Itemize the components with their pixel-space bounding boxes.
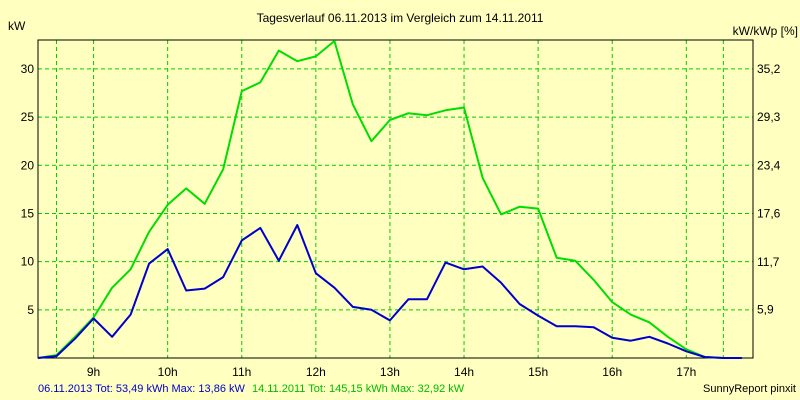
y-tick-label-right: 5,9 [757, 303, 774, 317]
x-tick-label: 15h [528, 365, 548, 379]
y-tick-label-left: 25 [21, 110, 35, 124]
y-tick-label-left: 20 [21, 158, 35, 172]
legend-series-2011: 14.11.2011 Tot: 145,15 kWh Max: 32,92 kW [252, 383, 465, 395]
legend-footer: 06.11.2013 Tot: 53,49 kWh Max: 13,86 kW … [38, 383, 465, 395]
y-tick-label-left: 15 [21, 206, 35, 220]
grid [38, 40, 753, 358]
series-line-14-11-2011 [37, 40, 742, 359]
series-line-06-11-2013 [37, 224, 742, 359]
x-tick-label: 17h [676, 365, 696, 379]
plot-frame [37, 39, 754, 359]
x-tick-label: 16h [602, 365, 622, 379]
x-tick-label: 9h [87, 365, 100, 379]
y-tick-label-right: 29,3 [757, 110, 781, 124]
credit-text: SunnyReport pinxit [703, 383, 796, 395]
series-layer [37, 40, 742, 359]
y-tick-label-right: 17,6 [757, 206, 781, 220]
right-axis-label: kW/kWp [%] [733, 24, 798, 38]
y-tick-label-left: 10 [21, 255, 35, 269]
y-tick-label-right: 11,7 [757, 255, 780, 269]
tick-labels: 9h 10h 11h 12h 13h 14h 15h 16h 17h 5 10 15 20 25 30 5,9… [21, 62, 781, 379]
chart-title: Tagesverlauf 06.11.2013 im Vergleich zum… [257, 11, 544, 25]
y-tick-label-right: 35,2 [757, 62, 781, 76]
y-tick-label-left: 5 [27, 303, 34, 317]
x-tick-label: 10h [158, 365, 178, 379]
x-tick-label: 11h [232, 365, 251, 379]
y-tick-label-left: 30 [21, 62, 35, 76]
left-axis-label: kW [8, 19, 26, 33]
legend-series-2013: 06.11.2013 Tot: 53,49 kWh Max: 13,86 kW [38, 383, 245, 395]
x-tick-label: 12h [306, 365, 326, 379]
x-tick-label: 13h [380, 365, 400, 379]
x-tick-label: 14h [454, 365, 474, 379]
y-tick-label-right: 23,4 [757, 159, 781, 173]
